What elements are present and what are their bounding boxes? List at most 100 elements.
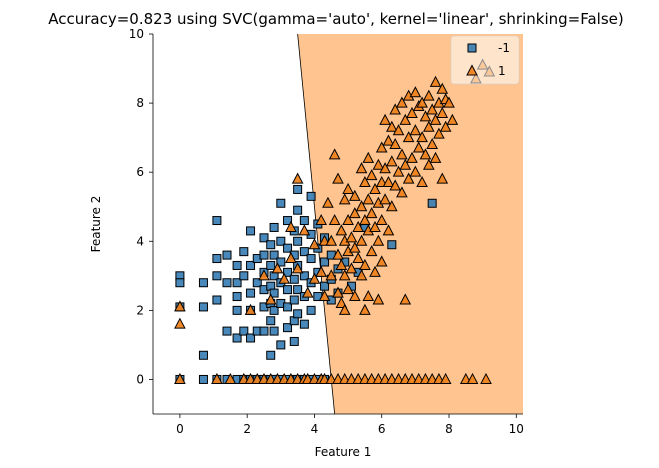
data-point xyxy=(335,224,348,236)
data-point xyxy=(269,326,279,336)
data-point xyxy=(359,303,371,315)
data-point xyxy=(325,269,338,281)
data-point xyxy=(299,271,309,281)
data-point xyxy=(387,240,397,250)
data-point xyxy=(246,288,256,298)
data-point xyxy=(332,248,344,260)
data-point xyxy=(338,269,351,281)
data-point xyxy=(409,124,422,136)
data-point xyxy=(266,350,276,360)
data-point xyxy=(291,172,304,184)
x-tick-label: 8 xyxy=(445,422,453,436)
data-point xyxy=(269,250,279,260)
data-point xyxy=(433,127,445,139)
data-point xyxy=(402,172,415,184)
x-tick-label: 4 xyxy=(311,422,319,436)
data-point xyxy=(308,238,321,250)
data-point xyxy=(359,175,371,188)
chart-title: Accuracy=0.823 using SVC(gamma='auto', k… xyxy=(48,10,623,28)
data-point xyxy=(291,262,304,274)
data-point xyxy=(355,269,368,281)
data-point xyxy=(416,131,428,143)
data-point xyxy=(332,286,344,298)
y-tick-label: 0 xyxy=(136,372,144,386)
data-point xyxy=(422,158,435,170)
data-point xyxy=(239,326,249,336)
data-point xyxy=(298,224,311,236)
data-point xyxy=(328,213,341,226)
data-point xyxy=(212,254,222,264)
data-point xyxy=(379,193,391,205)
data-point xyxy=(306,254,316,264)
data-point xyxy=(325,234,338,246)
data-point xyxy=(396,96,408,108)
data-point xyxy=(409,86,422,98)
data-point xyxy=(283,243,293,253)
data-point xyxy=(369,265,381,277)
legend-item--1: -1 xyxy=(467,41,510,55)
data-point xyxy=(222,250,232,260)
data-point xyxy=(293,236,303,246)
data-point xyxy=(338,193,351,205)
data-point xyxy=(322,196,334,208)
data-point xyxy=(269,222,279,232)
data-point xyxy=(352,251,365,264)
data-point xyxy=(443,96,455,108)
x-tick-label: 6 xyxy=(378,422,386,436)
y-tick-label: 8 xyxy=(136,96,144,110)
data-point xyxy=(283,216,293,226)
data-point xyxy=(264,293,277,305)
data-point xyxy=(293,184,303,194)
data-point xyxy=(174,300,186,312)
data-point xyxy=(306,191,316,201)
data-point xyxy=(276,340,286,350)
data-point xyxy=(348,241,361,253)
data-point xyxy=(342,283,354,295)
data-point xyxy=(406,151,418,163)
data-point xyxy=(276,257,286,267)
data-point xyxy=(289,274,299,284)
data-point xyxy=(436,82,449,94)
data-point xyxy=(365,169,378,181)
data-point xyxy=(389,137,402,150)
data-point xyxy=(259,250,269,260)
data-point xyxy=(375,141,388,153)
plot-area xyxy=(174,33,523,415)
data-point xyxy=(285,251,297,264)
data-point xyxy=(352,220,365,232)
data-point xyxy=(293,285,303,295)
data-point xyxy=(426,103,439,115)
y-tick-label: 6 xyxy=(136,165,144,179)
data-point xyxy=(246,260,256,270)
data-point xyxy=(283,267,293,277)
data-point xyxy=(239,271,249,281)
data-point xyxy=(299,247,309,257)
y-tick-label: 2 xyxy=(136,303,144,317)
legend-label: 1 xyxy=(498,64,506,78)
x-axis-label: Feature 1 xyxy=(315,445,372,459)
data-point xyxy=(175,278,185,288)
data-point xyxy=(355,200,368,212)
data-point xyxy=(385,200,398,212)
data-point xyxy=(335,296,348,308)
data-point xyxy=(308,272,321,284)
data-point xyxy=(244,303,257,315)
data-point xyxy=(446,113,459,125)
data-point xyxy=(232,260,242,270)
data-point xyxy=(276,236,286,246)
data-point xyxy=(259,233,269,243)
data-point xyxy=(320,257,330,267)
data-point xyxy=(269,288,279,298)
axes: 0 2 4 6 8 10 0 2 4 6 8 10 xyxy=(129,27,524,436)
data-point xyxy=(348,207,361,219)
data-point xyxy=(299,319,309,329)
data-points xyxy=(174,58,496,384)
data-point xyxy=(429,151,442,163)
data-point xyxy=(372,234,385,246)
data-point xyxy=(335,258,348,270)
data-point xyxy=(422,89,435,101)
data-point xyxy=(212,295,222,305)
x-tick-label: 10 xyxy=(509,422,524,436)
data-point xyxy=(409,165,422,177)
data-point xyxy=(369,182,381,194)
